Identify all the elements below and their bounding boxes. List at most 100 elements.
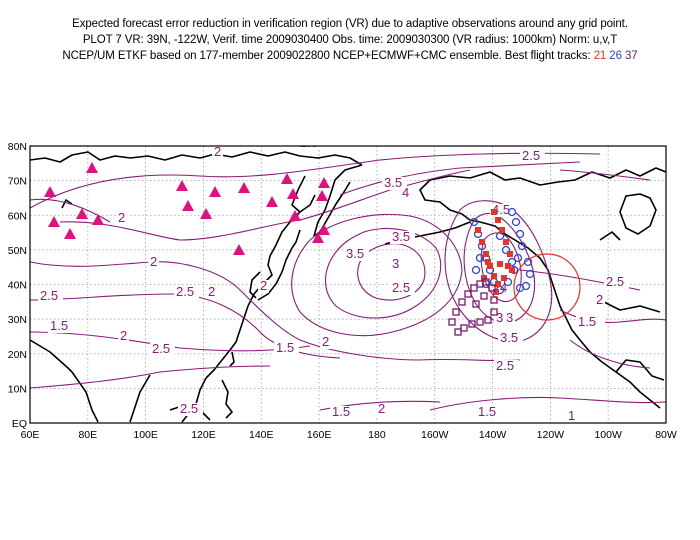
contour-label-bg: [148, 256, 159, 269]
contour-label: 2.5: [152, 341, 170, 356]
header-line-2: PLOT 7 VR: 39N, -122W, Verif. time 20090…: [82, 34, 618, 46]
track-21-marker: [479, 239, 485, 245]
track-37-marker: [468, 320, 476, 328]
contour-label: 2: [118, 210, 125, 225]
track-21-marker: [505, 263, 511, 269]
contour-label: 2.5: [496, 358, 514, 373]
track-37-marker: [480, 292, 488, 300]
track-26-marker: [471, 265, 481, 275]
observation-triangle-marker: [318, 177, 330, 188]
track-37-marker: [460, 324, 468, 332]
contour-label-bg: [206, 286, 217, 299]
track-26-marker: [501, 245, 511, 255]
verification-region-circle: [513, 253, 581, 321]
lon-tick-label: 120E: [191, 429, 216, 441]
latitude-labels: 80N 70N 60N 50N 40N 30N 20N 10N EQ: [8, 141, 27, 430]
track-21-marker: [491, 273, 497, 279]
track-21-marker: [487, 263, 493, 269]
contour-label-bg: [150, 343, 175, 356]
contour-label: 2: [596, 292, 603, 307]
contour-label: 2: [120, 328, 127, 343]
lon-tick-label: 100E: [133, 429, 158, 441]
observation-triangle-marker: [287, 188, 299, 199]
track-21-marker: [497, 261, 503, 267]
contour-label: 2.5: [522, 148, 540, 163]
contour-label-bg: [116, 212, 127, 225]
lat-tick-label: 40N: [8, 280, 27, 292]
contour-label-bg: [594, 294, 605, 307]
track-37-marker: [472, 300, 480, 308]
contour-label-bg: [298, 146, 323, 150]
track-21-marker: [481, 275, 487, 281]
track-21-marker: [507, 251, 513, 257]
contour-label-bg: [174, 286, 199, 299]
contour-label: 2: [150, 254, 157, 269]
contour-label-bg: [258, 280, 269, 293]
contour-label-bg: [344, 248, 369, 261]
contour-label-bg: [494, 312, 505, 325]
lon-tick-label: 140E: [249, 429, 274, 441]
track-21-marker: [495, 217, 501, 223]
contour-label-bg: [390, 282, 415, 295]
observation-triangle-marker: [289, 210, 301, 221]
contour-label-bg: [48, 320, 73, 333]
observation-triangle-marker: [64, 228, 76, 239]
coastlines: [30, 151, 666, 423]
observation-triangle-marker: [176, 180, 188, 191]
lat-tick-label: 60N: [8, 210, 27, 222]
observation-triangle-marker: [182, 200, 194, 211]
lon-tick-label: 140W: [479, 429, 507, 441]
contour-lines: [30, 152, 666, 411]
track-37-marker: [482, 278, 490, 286]
track-26-marker: [475, 253, 485, 263]
contour-label: 4: [402, 185, 409, 200]
observation-triangle-marker: [238, 182, 250, 193]
lat-tick-label: 70N: [8, 176, 27, 188]
track-21-marker: [485, 259, 491, 265]
contour-label-bg: [320, 336, 331, 349]
lon-tick-label: 160W: [421, 429, 449, 441]
header-line-3-text: NCEP/UM ETKF based on 177-member 2009022…: [62, 50, 591, 62]
track-37-marker: [476, 318, 484, 326]
contour-label: 2.5: [392, 280, 410, 295]
lat-tick-label: 50N: [8, 245, 27, 257]
observation-triangle-marker: [44, 186, 56, 197]
contour-label: 3: [496, 310, 503, 325]
lat-tick-label: 80N: [8, 141, 27, 153]
observation-triangle-marker: [312, 232, 324, 243]
track-37-marker: [448, 318, 456, 326]
lat-tick-label: 10N: [8, 383, 27, 395]
observation-triangle-marker: [200, 208, 212, 219]
lon-tick-label: 80E: [78, 429, 97, 441]
lon-tick-label: 100W: [594, 429, 622, 441]
contour-label-bg: [576, 316, 601, 329]
contour-label: 3.5: [346, 246, 364, 261]
track-37-marker: [484, 316, 492, 324]
contour-label-bg: [604, 276, 629, 289]
contour-label: 2: [378, 401, 385, 416]
track-21-marker: [491, 209, 497, 215]
observation-triangle-marker: [318, 224, 330, 235]
lat-tick-label: 20N: [8, 349, 27, 361]
observation-triangle-marker: [76, 208, 88, 219]
header-line-3: NCEP/UM ETKF based on 177-member 2009022…: [0, 50, 700, 62]
flight-tracks: [448, 207, 535, 336]
contour-label-bg: [390, 231, 415, 244]
track-26-label: 26: [609, 50, 622, 62]
header-line-1: Expected forecast error reduction in ver…: [72, 18, 628, 30]
contour-label: 2: [322, 334, 329, 349]
contour-label: 4: [500, 280, 507, 295]
observation-triangle-marker: [48, 216, 60, 227]
track-21-marker: [509, 267, 515, 273]
track-26-marker: [513, 253, 523, 263]
contour-label: 1.5: [276, 340, 294, 355]
track-26-marker: [523, 257, 533, 267]
track-21-marker: [495, 281, 501, 287]
contour-label-bg: [212, 146, 223, 159]
contour-label: 2.5: [176, 284, 194, 299]
contour-label: 3.5: [392, 229, 410, 244]
track-21-marker: [501, 275, 507, 281]
contour-label-bg: [38, 290, 63, 303]
contour-label-bg: [400, 187, 411, 200]
